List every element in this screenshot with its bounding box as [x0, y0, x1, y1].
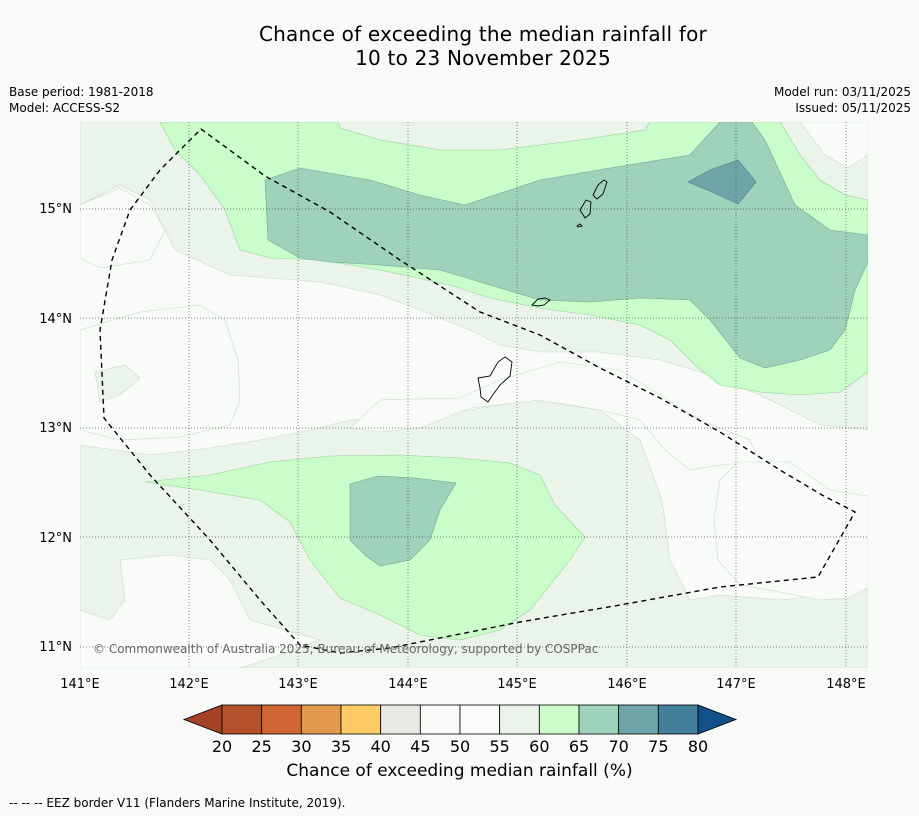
colorbar-swatch [578, 704, 620, 735]
colorbar-swatch [459, 704, 501, 735]
colorbar-tick: 60 [529, 737, 550, 756]
lon-axis: 141°E 142°E 143°E 144°E 145°E 146°E 147°… [60, 677, 866, 692]
colorbar-swatch [300, 704, 342, 735]
colorbar-tick: 80 [687, 737, 709, 756]
colorbar-swatch [419, 704, 461, 735]
colorbar-tick: 50 [449, 737, 471, 756]
model-name: Model: ACCESS-S2 [9, 101, 121, 115]
contour-65-70-south [349, 475, 457, 567]
title-line-2: 10 to 23 November 2025 [355, 46, 611, 70]
lat-tick: 11°N [39, 640, 72, 655]
gridlines [80, 122, 868, 668]
lon-tick: 148°E [826, 677, 866, 692]
colorbar-tick: 70 [608, 737, 629, 756]
colorbar-tick: 40 [370, 737, 391, 756]
colorbar-swatch [538, 704, 580, 735]
contour-50-55-west-2 [80, 304, 241, 441]
copyright-text: © Commonwealth of Australia 2025, Bureau… [93, 642, 598, 656]
lat-axis: 15°N 14°N 13°N 12°N 11°N [39, 202, 72, 655]
colorbar-tick: 30 [291, 737, 312, 756]
title-line-1: Chance of exceeding the median rainfall … [259, 22, 707, 46]
colorbar-swatch [221, 704, 263, 735]
lon-tick: 144°E [388, 677, 428, 692]
colorbar-swatch [340, 704, 382, 735]
island-aguijan [576, 223, 583, 228]
meta-left: Base period: 1981-2018 Model: ACCESS-S2 [9, 84, 154, 116]
colorbar-over-arrow [697, 704, 738, 735]
eez-footnote: -- -- -- EEZ border V11 (Flanders Marine… [9, 796, 346, 810]
colorbar-tick: 65 [568, 737, 590, 756]
colorbar-label: Chance of exceeding median rainfall (%) [286, 761, 633, 781]
colorbar-swatch [261, 704, 302, 735]
contour-50-55-south [80, 554, 321, 668]
lat-tick: 13°N [39, 421, 72, 436]
map-title: Chance of exceeding the median rainfall … [0, 22, 919, 70]
contour-50-55-east [713, 461, 868, 601]
model-run: Model run: 03/11/2025 [773, 85, 911, 99]
colorbar-swatch [618, 704, 659, 735]
lat-tick: 12°N [39, 531, 72, 546]
contour-70-75 [687, 159, 757, 205]
colorbar [182, 704, 738, 735]
colorbar-swatch [380, 704, 421, 735]
lat-tick: 15°N [39, 202, 72, 217]
meta-right: Model run: 03/11/2025 Issued: 05/11/2025 [774, 84, 911, 116]
colorbar-swatch [657, 704, 699, 735]
lon-tick: 147°E [716, 677, 756, 692]
lon-tick: 143°E [278, 677, 318, 692]
lat-tick: 14°N [39, 312, 72, 327]
contour-50-55-ne [799, 122, 868, 169]
island-guam [477, 356, 513, 403]
lon-tick: 145°E [497, 677, 537, 692]
colorbar-tick: 20 [211, 737, 233, 756]
lon-tick: 146°E [607, 677, 647, 692]
lon-tick: 142°E [169, 677, 209, 692]
colorbar-tick: 25 [251, 737, 272, 756]
island-rota [531, 297, 551, 307]
contour-50-55-pocket [94, 364, 141, 403]
contour-50-55-west [80, 187, 166, 269]
island-saipan [592, 179, 608, 200]
lon-tick: 141°E [60, 677, 100, 692]
contour-layers [80, 122, 868, 668]
island-tinian [579, 199, 592, 219]
colorbar-swatch [499, 704, 540, 735]
colorbar-tick: 35 [330, 737, 352, 756]
base-period: Base period: 1981-2018 [9, 85, 154, 99]
colorbar-tick: 45 [410, 737, 431, 756]
colorbar-under-arrow [182, 704, 223, 735]
colorbar-tick: 75 [648, 737, 669, 756]
islands [477, 179, 608, 403]
issued-date: Issued: 05/11/2025 [795, 101, 911, 115]
colorbar-tick: 55 [489, 737, 510, 756]
